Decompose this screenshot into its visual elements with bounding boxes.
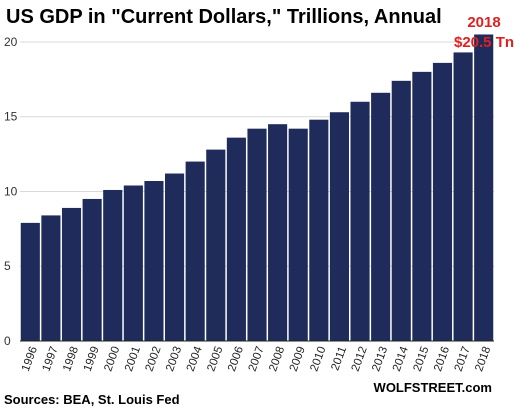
bar-2014	[391, 80, 411, 341]
x-tick-label: 2010	[308, 345, 328, 373]
annotation-value: $20.5 Tn	[454, 34, 514, 51]
x-tick-label: 2006	[226, 345, 246, 373]
bar-1998	[61, 207, 82, 341]
x-tick-label: 2018	[473, 345, 493, 373]
bar-2013	[371, 92, 391, 341]
x-tick-label: 2008	[267, 345, 287, 373]
x-tick-label: 2005	[205, 345, 225, 373]
x-tick-label: 1998	[61, 345, 81, 373]
bar-2001	[123, 185, 143, 341]
y-tick-label: 5	[4, 259, 11, 273]
bar-2016	[432, 62, 453, 341]
y-tick-label: 20	[4, 35, 18, 49]
bar-2008	[268, 124, 288, 341]
y-tick-label: 0	[4, 334, 11, 348]
bar-1997	[41, 215, 61, 341]
x-tick-label: 2004	[185, 344, 205, 373]
x-tick-label: 2012	[350, 345, 370, 373]
bar-2009	[288, 128, 308, 341]
bar-1999	[82, 198, 102, 341]
bar-2006	[226, 137, 246, 341]
bar-2005	[206, 149, 226, 341]
bar-2007	[247, 128, 267, 341]
x-tick-label: 2001	[123, 345, 143, 373]
x-tick-label: 2013	[370, 345, 390, 373]
x-tick-label: 2015	[412, 345, 432, 373]
source-note: Sources: BEA, St. Louis Fed	[4, 392, 180, 407]
x-tick-label: 2017	[453, 345, 473, 373]
x-tick-label: 1999	[82, 345, 102, 373]
x-tick-label: 1996	[20, 345, 40, 373]
x-tick-label: 2007	[247, 345, 267, 373]
x-tick-label: 2002	[144, 345, 164, 373]
bar-2015	[412, 71, 432, 342]
x-tick-label: 2014	[391, 344, 411, 373]
bars-group	[20, 34, 494, 342]
x-tick-label: 2016	[432, 345, 452, 373]
bar-2000	[103, 189, 123, 341]
bar-1996	[20, 222, 40, 341]
bar-2002	[144, 181, 164, 341]
y-axis-ticks: 0 5 10 15 20	[4, 35, 18, 348]
bar-2018	[474, 34, 494, 341]
bar-2012	[350, 101, 370, 341]
brand-label: WOLFSTREET.com	[374, 380, 492, 395]
x-tick-label: 2011	[329, 345, 349, 372]
bar-2010	[309, 119, 329, 341]
bar-2004	[185, 161, 205, 341]
x-tick-label: 2000	[102, 345, 122, 373]
chart-title: US GDP in "Current Dollars," Trillions, …	[6, 6, 442, 28]
x-axis-ticks: 1996 1997 1998 1999 2000 2001 2002 2003 2004 2005…	[20, 344, 493, 373]
x-tick-label: 2009	[288, 345, 308, 373]
x-tick-label: 2003	[164, 345, 184, 373]
bar-2017	[453, 52, 473, 342]
y-tick-label: 15	[4, 110, 18, 124]
annotation-year: 2018	[467, 14, 500, 31]
bar-2003	[165, 173, 185, 341]
bar-2011	[329, 112, 349, 341]
y-tick-label: 10	[4, 184, 18, 198]
x-tick-label: 1997	[41, 345, 61, 373]
